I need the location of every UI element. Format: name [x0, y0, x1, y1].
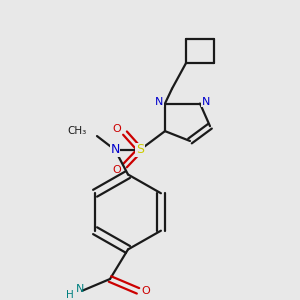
Text: N: N	[155, 97, 163, 106]
Text: H: H	[66, 290, 74, 300]
Text: O: O	[142, 286, 150, 296]
Text: O: O	[112, 165, 122, 175]
Text: N: N	[202, 97, 210, 106]
Text: O: O	[112, 124, 122, 134]
Text: N: N	[76, 284, 84, 294]
Text: S: S	[136, 143, 144, 156]
Text: CH₃: CH₃	[68, 126, 87, 136]
Text: N: N	[110, 143, 120, 156]
